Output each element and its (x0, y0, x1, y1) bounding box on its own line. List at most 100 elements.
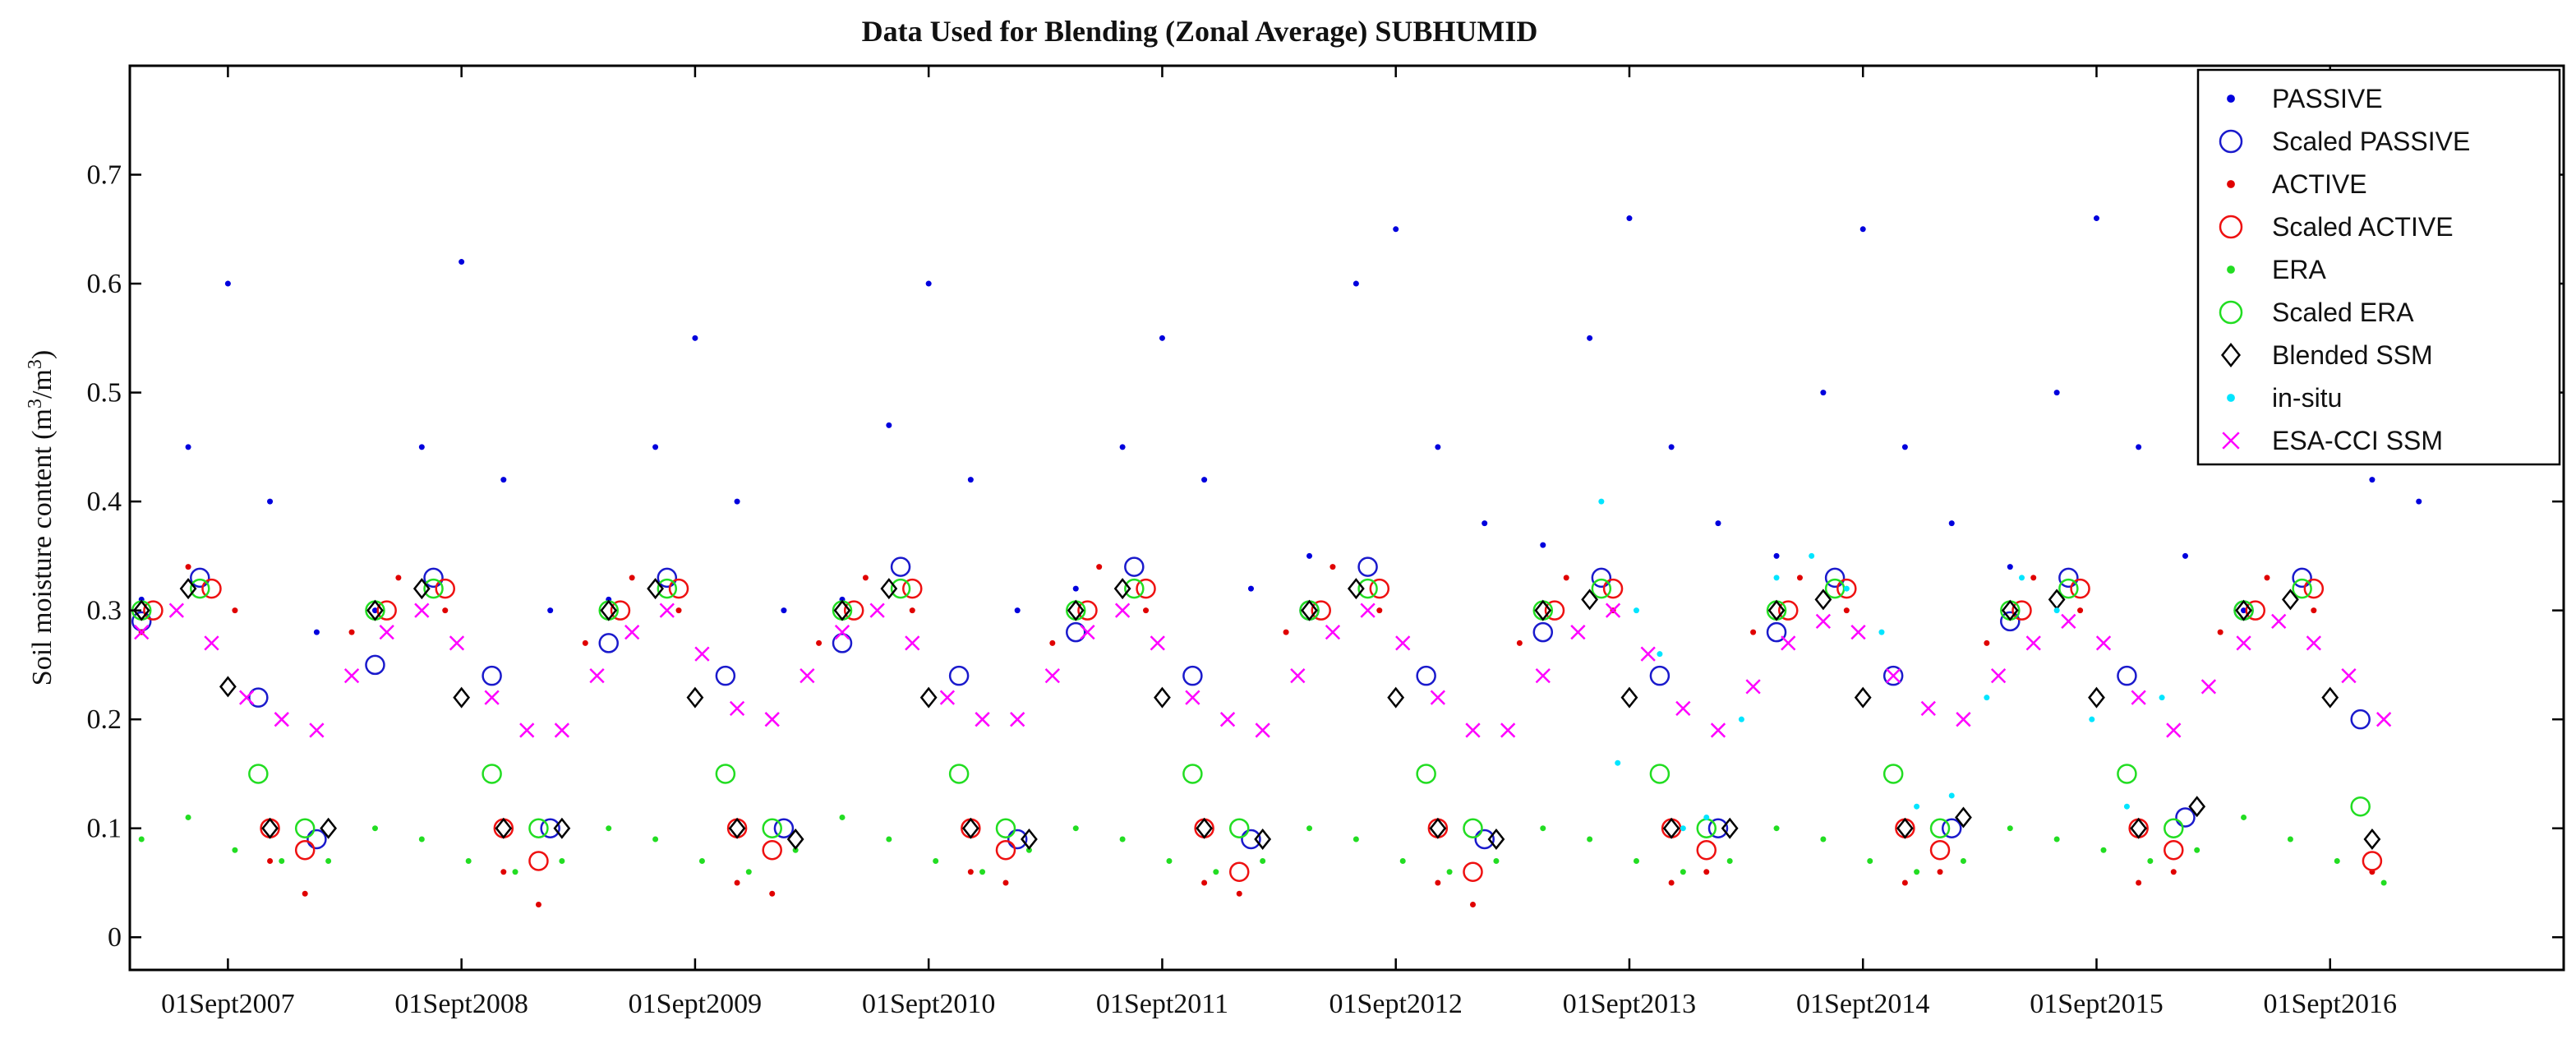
series-layer (131, 215, 2422, 907)
data-point (786, 828, 804, 850)
data-point (2369, 477, 2376, 483)
data-point (1290, 668, 1306, 684)
data-point (1067, 599, 1085, 621)
data-point (2350, 796, 2371, 817)
data-point (2350, 709, 2371, 730)
data-point (1901, 879, 1908, 886)
data-point (652, 444, 659, 450)
data-point (320, 817, 338, 839)
legend-label: in-situ (2272, 383, 2342, 413)
legend-marker (2222, 432, 2240, 450)
data-point (2019, 575, 2025, 581)
data-point (1002, 879, 1009, 886)
data-point (652, 836, 659, 843)
data-point (2053, 390, 2060, 396)
data-point (1353, 836, 1359, 843)
x-tick-label: 01Sept2013 (1563, 989, 1696, 1019)
data-point (2341, 668, 2357, 684)
data-point (2089, 716, 2095, 723)
data-point (647, 578, 664, 600)
legend-label: Scaled ERA (2272, 298, 2414, 327)
data-point (1605, 602, 1621, 618)
data-point (2030, 575, 2037, 581)
data-point (2217, 629, 2223, 635)
data-point (833, 599, 851, 621)
y-tick-label: 0.1 (87, 814, 122, 844)
data-point (1867, 857, 1873, 864)
data-point (2306, 635, 2321, 651)
data-point (1710, 723, 1726, 738)
data-point (1843, 607, 1850, 614)
data-point (769, 890, 776, 897)
data-point (2117, 764, 2137, 784)
data-point (668, 578, 689, 599)
legend-label: PASSIVE (2272, 84, 2383, 113)
legend-item: Scaled ERA (2219, 298, 2414, 327)
y-tick-label: 0.5 (87, 378, 122, 409)
data-point (600, 599, 618, 621)
data-point (1680, 869, 1686, 875)
data-point (535, 901, 541, 907)
data-point (2093, 215, 2099, 222)
data-point (2100, 847, 2107, 853)
y-tick-label: 0 (108, 922, 122, 953)
data-point (482, 764, 502, 784)
data-point (185, 814, 191, 820)
data-point (1376, 607, 1383, 614)
data-point (933, 857, 939, 864)
data-point (1535, 668, 1551, 684)
data-point (1920, 700, 1936, 717)
data-point (1633, 857, 1639, 864)
legend-label: ERA (2272, 255, 2326, 284)
data-point (698, 857, 705, 864)
data-point (1540, 542, 1546, 548)
data-point (880, 578, 898, 600)
data-point (2130, 817, 2148, 839)
data-point (1773, 825, 1780, 832)
data-point (267, 857, 274, 864)
data-point (2058, 567, 2079, 589)
x-tick-label: 01Sept2007 (161, 989, 294, 1019)
data-point (1096, 564, 1103, 570)
data-point (832, 633, 853, 653)
data-point (2321, 686, 2339, 709)
data-point (1150, 635, 1165, 651)
x-tick-label: 01Sept2008 (394, 989, 528, 1019)
data-point (1119, 444, 1126, 450)
data-point (1044, 668, 1060, 684)
data-point (909, 607, 915, 614)
data-point (1882, 665, 1904, 686)
data-point (1369, 578, 1390, 599)
legend-item: in-situ (2227, 383, 2342, 413)
data-point (1393, 226, 1399, 233)
data-point (1357, 578, 1378, 599)
legend-marker (2227, 394, 2235, 402)
data-point (1136, 578, 1156, 599)
data-point (979, 869, 986, 875)
data-point (1591, 578, 1612, 599)
data-point (1465, 723, 1481, 738)
data-point (1487, 828, 1505, 850)
data-point (325, 857, 332, 864)
data-point (1960, 857, 1966, 864)
data-point (1113, 578, 1131, 600)
data-point (274, 712, 289, 727)
data-point (1703, 869, 1710, 875)
data-point (1228, 818, 1250, 838)
data-point (1738, 716, 1744, 723)
data-point (1696, 818, 1717, 838)
data-point (2053, 836, 2060, 843)
x-tick-label: 01Sept2010 (862, 989, 995, 1019)
data-point (1984, 639, 1990, 646)
data-point (2311, 607, 2317, 614)
data-point (185, 444, 191, 450)
data-point (2164, 839, 2184, 861)
data-point (554, 723, 570, 738)
y-tick-label: 0.3 (87, 596, 122, 626)
data-point (1640, 646, 1656, 662)
data-point (1500, 723, 1516, 738)
data-point (2147, 857, 2154, 864)
data-point (1990, 668, 2007, 684)
data-point (629, 575, 635, 581)
